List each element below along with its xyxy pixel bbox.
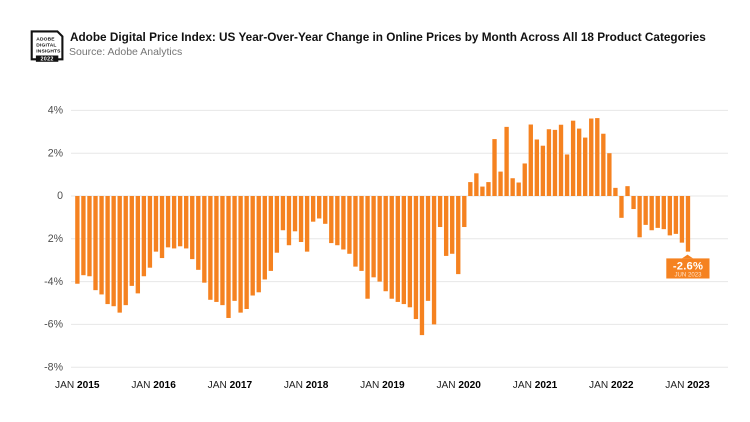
svg-text:JAN 2019: JAN 2019	[360, 380, 405, 391]
svg-text:JAN 2017: JAN 2017	[208, 380, 253, 391]
svg-text:2022: 2022	[40, 57, 53, 63]
svg-text:DIGITAL: DIGITAL	[36, 43, 56, 49]
svg-text:-2.6%: -2.6%	[673, 261, 703, 273]
svg-text:JUN 2023: JUN 2023	[674, 272, 702, 279]
svg-text:4%: 4%	[48, 105, 64, 117]
svg-text:JAN 2020: JAN 2020	[436, 380, 481, 391]
svg-text:0: 0	[57, 190, 63, 202]
svg-text:JAN 2015: JAN 2015	[55, 380, 100, 391]
svg-text:-8%: -8%	[44, 361, 63, 373]
svg-text:JAN 2022: JAN 2022	[589, 380, 634, 391]
svg-text:2%: 2%	[48, 233, 64, 245]
svg-text:ADOBE: ADOBE	[36, 36, 55, 42]
svg-text:JAN 2023: JAN 2023	[665, 380, 710, 391]
svg-text:JAN 2016: JAN 2016	[131, 380, 176, 391]
svg-text:JAN 2021: JAN 2021	[513, 380, 558, 391]
svg-text:INSIGHTS: INSIGHTS	[36, 49, 61, 55]
svg-text:JAN 2018: JAN 2018	[284, 380, 329, 391]
svg-text:-6%: -6%	[44, 319, 63, 331]
svg-text:2%: 2%	[48, 147, 64, 159]
svg-text:-4%: -4%	[44, 276, 63, 288]
